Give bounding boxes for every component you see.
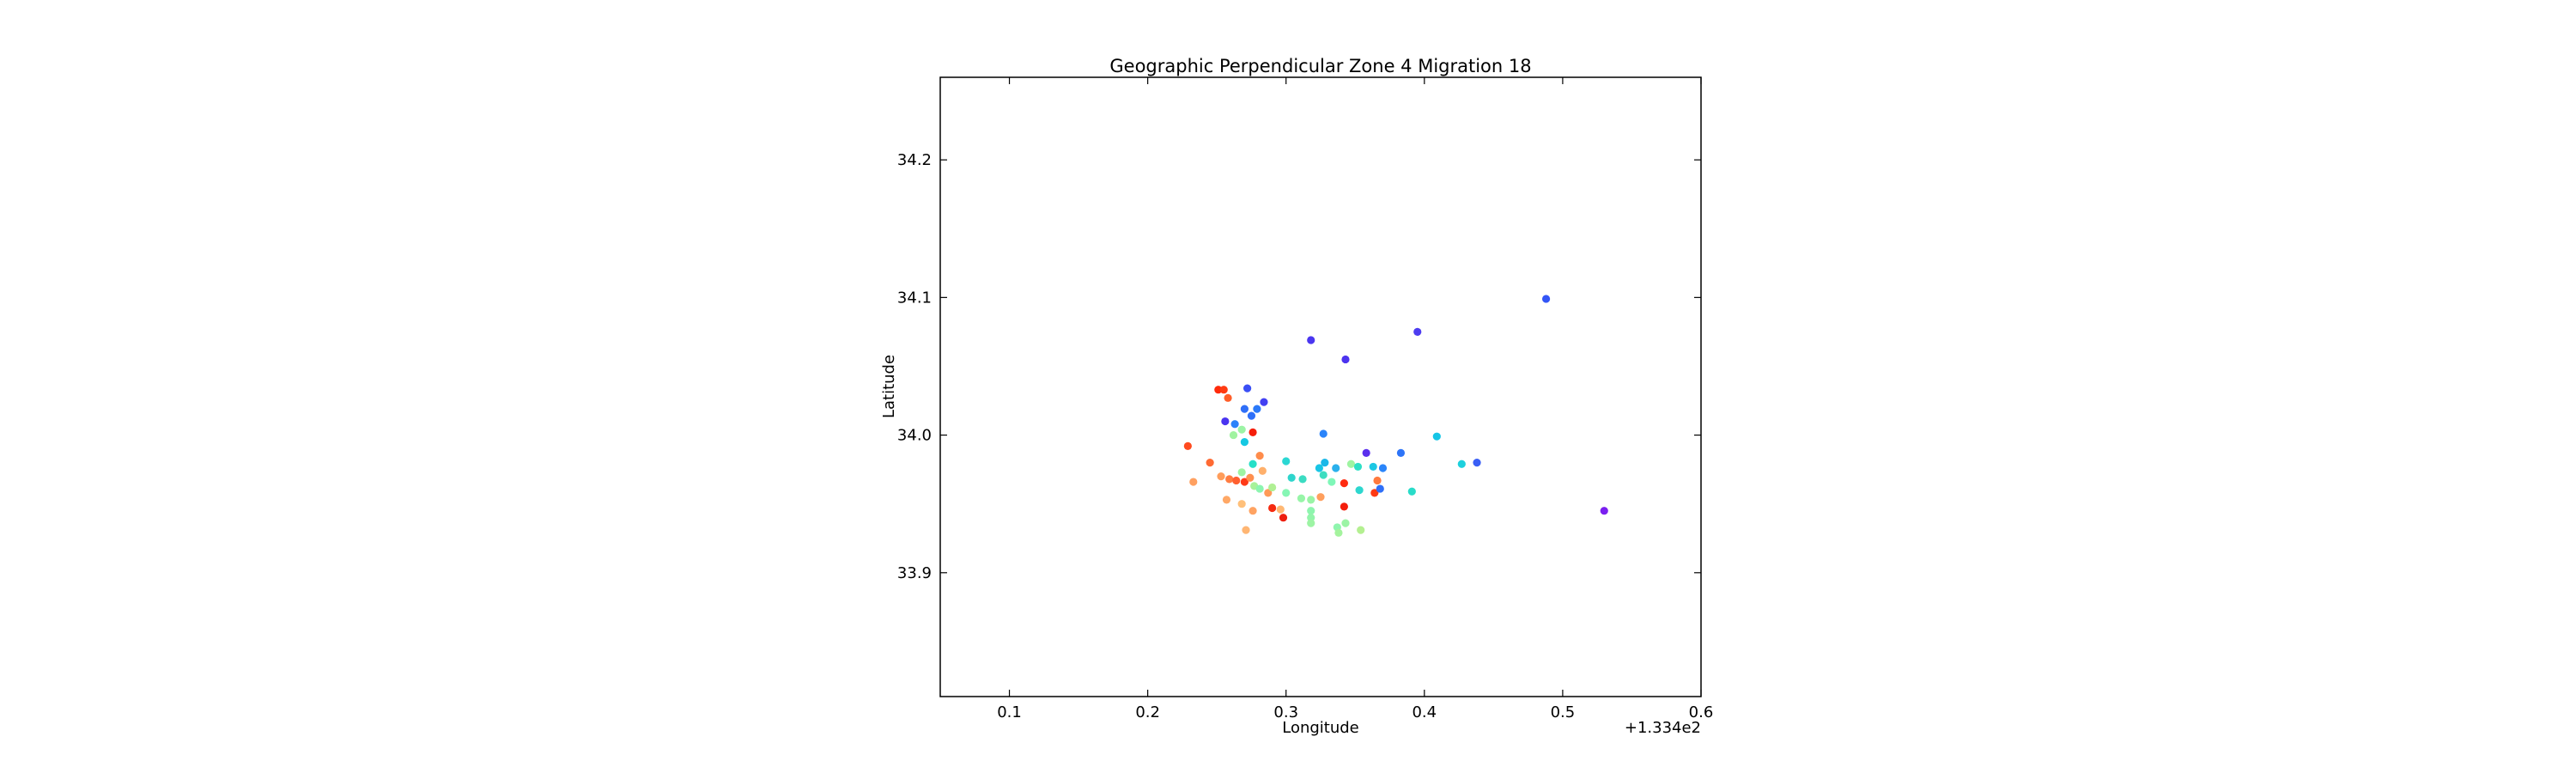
data-point-12 (1229, 430, 1238, 440)
data-point-65 (1334, 528, 1343, 537)
data-point-44 (1307, 514, 1315, 522)
x-tick-label-1: 0.2 (1135, 703, 1160, 721)
chart-title: Geographic Perpendicular Zone 4 Migratio… (1109, 56, 1531, 76)
data-point-20 (1217, 472, 1225, 481)
data-point-52 (1340, 479, 1348, 488)
data-point-34 (1276, 505, 1285, 514)
x-axis-label: Longitude (1282, 719, 1359, 737)
data-point-74 (1457, 460, 1466, 468)
data-point-0 (1214, 386, 1223, 394)
data-point-33 (1268, 503, 1277, 513)
data-point-59 (1373, 476, 1382, 485)
data-points (1183, 295, 1608, 537)
data-point-63 (1341, 519, 1350, 527)
data-point-55 (1353, 462, 1363, 472)
data-point-1 (1219, 386, 1228, 394)
y-tick-label-0: 33.9 (897, 564, 932, 582)
data-point-66 (1357, 526, 1365, 534)
x-tick-label-0: 0.1 (997, 703, 1022, 721)
data-point-23 (1240, 478, 1249, 486)
data-point-53 (1340, 502, 1348, 511)
data-point-22 (1232, 476, 1241, 485)
data-point-72 (1413, 327, 1422, 337)
y-tick-label-1: 34.0 (897, 427, 932, 445)
data-point-19 (1258, 466, 1267, 475)
data-point-76 (1541, 295, 1551, 303)
x-tick-label-5: 0.6 (1689, 703, 1714, 721)
data-point-37 (1282, 457, 1291, 466)
y-tick-label-3: 34.2 (897, 151, 932, 169)
data-point-10 (1237, 425, 1246, 434)
data-point-8 (1221, 417, 1230, 426)
data-point-73 (1432, 432, 1441, 441)
data-point-69 (1341, 355, 1350, 364)
plot-area (939, 76, 1702, 697)
data-point-49 (1327, 478, 1336, 486)
data-point-32 (1249, 507, 1257, 515)
x-offset-label: +1.334e2 (1625, 719, 1701, 737)
data-point-17 (1249, 460, 1257, 468)
data-point-24 (1246, 473, 1255, 482)
data-point-62 (1378, 464, 1388, 472)
data-point-75 (1473, 459, 1481, 467)
data-point-2 (1224, 393, 1232, 402)
data-point-6 (1253, 405, 1261, 413)
data-point-57 (1362, 448, 1370, 458)
data-point-35 (1279, 514, 1288, 522)
data-point-31 (1237, 500, 1246, 508)
data-point-5 (1240, 405, 1249, 413)
data-point-18 (1237, 468, 1246, 477)
data-point-56 (1355, 486, 1364, 495)
data-point-51 (1316, 493, 1325, 502)
y-tick-label-2: 34.1 (897, 289, 932, 307)
data-point-68 (1307, 336, 1315, 344)
data-point-26 (1255, 484, 1264, 493)
data-point-47 (1321, 459, 1329, 467)
data-point-71 (1407, 487, 1416, 496)
data-point-3 (1243, 384, 1252, 393)
data-point-42 (1307, 496, 1315, 504)
data-point-60 (1370, 489, 1379, 497)
data-point-13 (1240, 437, 1249, 447)
data-point-4 (1260, 398, 1268, 406)
data-point-9 (1230, 420, 1239, 429)
data-point-50 (1332, 464, 1340, 472)
data-point-11 (1249, 428, 1257, 436)
data-point-28 (1264, 489, 1273, 497)
y-axis-ticks: 33.9 34.0 34.1 34.2 (897, 151, 1701, 582)
data-point-48 (1319, 471, 1327, 479)
data-point-14 (1183, 441, 1192, 450)
data-point-38 (1287, 473, 1296, 482)
data-point-41 (1297, 494, 1306, 502)
data-point-45 (1307, 519, 1315, 527)
x-tick-label-3: 0.4 (1412, 703, 1437, 721)
data-point-54 (1346, 460, 1356, 468)
x-axis-ticks: 0.1 0.2 0.3 0.4 0.5 0.6 (997, 77, 1713, 721)
x-tick-label-2: 0.3 (1273, 703, 1298, 721)
data-point-77 (1600, 507, 1608, 515)
data-point-16 (1206, 459, 1214, 467)
data-point-39 (1298, 475, 1307, 484)
data-point-61 (1376, 484, 1384, 493)
data-point-46 (1315, 464, 1323, 472)
data-point-7 (1247, 411, 1256, 420)
x-tick-label-4: 0.5 (1551, 703, 1576, 721)
data-point-21 (1225, 475, 1234, 484)
data-point-70 (1396, 448, 1406, 458)
data-point-30 (1222, 496, 1231, 504)
data-point-67 (1319, 429, 1327, 438)
y-axis-label: Latitude (880, 355, 898, 418)
data-point-29 (1268, 483, 1277, 492)
data-point-36 (1242, 526, 1250, 534)
data-point-27 (1189, 478, 1198, 486)
data-point-58 (1369, 462, 1377, 472)
data-point-43 (1307, 507, 1315, 515)
data-point-15 (1255, 452, 1264, 460)
data-point-40 (1282, 489, 1291, 497)
